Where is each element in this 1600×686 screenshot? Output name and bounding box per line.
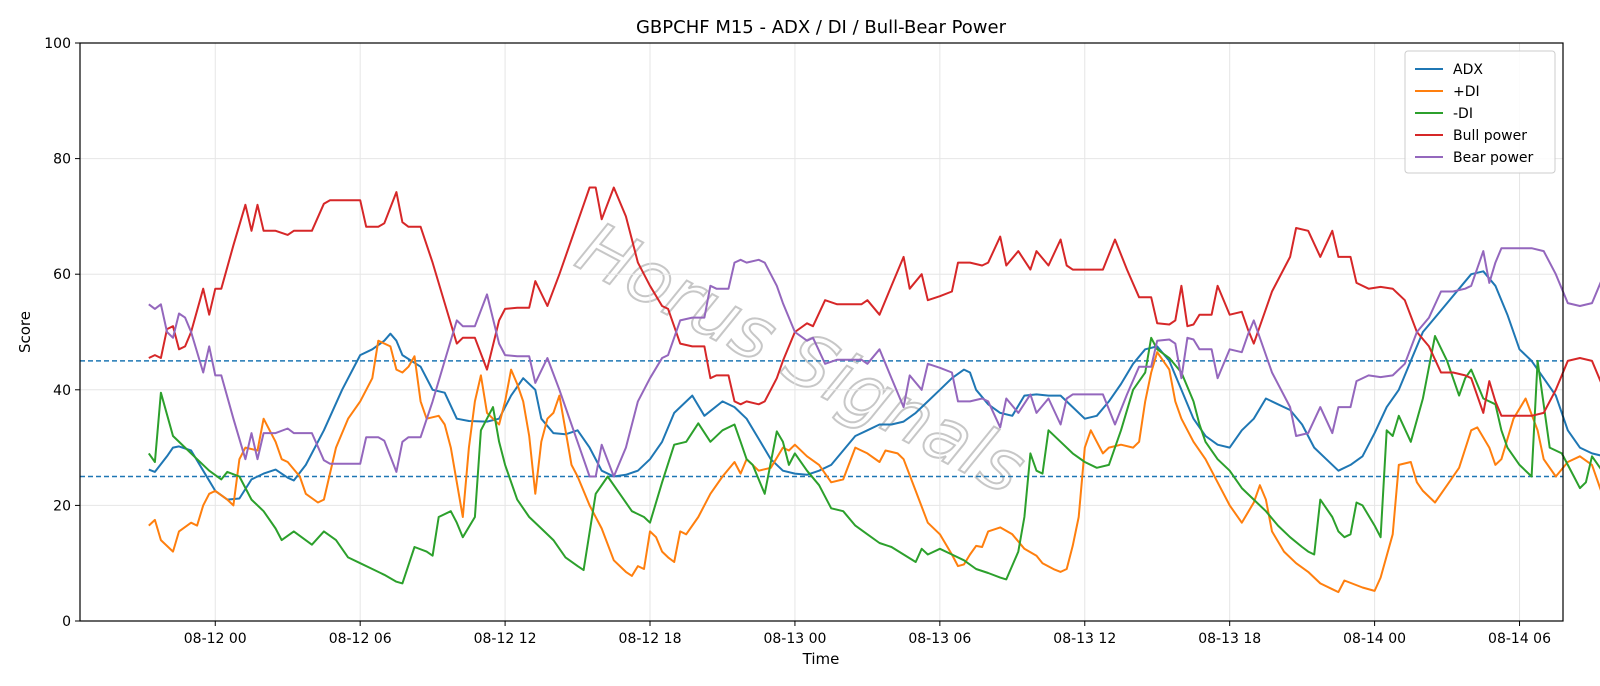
- x-tick-label: 08-12 12: [474, 631, 537, 647]
- x-tick-label: 08-14 00: [1343, 631, 1406, 647]
- x-tick-label: 08-13 12: [1053, 631, 1116, 647]
- series-lines: [147, 186, 1600, 594]
- x-tick-label: 08-12 18: [619, 631, 682, 647]
- y-axis-ticks: 0 20 40 60 80 100: [44, 36, 80, 630]
- series-line-di: [147, 335, 1600, 585]
- series-line-bear-power: [148, 247, 1600, 478]
- x-tick-label: 08-13 06: [908, 631, 971, 647]
- legend-label-bull-power: Bull power: [1453, 128, 1527, 144]
- reference-lines: [80, 360, 1563, 478]
- x-axis-ticks: 08-12 00 08-12 06 08-12 12 08-12 18 08-13 00…: [184, 621, 1551, 647]
- legend-label-di: +DI: [1453, 84, 1480, 100]
- y-axis-label: Score: [16, 311, 34, 353]
- chart-title: GBPCHF M15 - ADX / DI / Bull-Bear Power: [636, 17, 1007, 38]
- plot-frame: [79, 42, 1564, 622]
- y-tick-label: 0: [62, 614, 71, 630]
- x-axis-label: Time: [802, 650, 840, 668]
- legend: ADX +DI -DI Bull power Bear power: [1404, 50, 1556, 174]
- x-tick-label: 08-14 06: [1488, 631, 1551, 647]
- y-tick-label: 40: [53, 383, 71, 399]
- x-tick-label: 08-12 06: [329, 631, 392, 647]
- legend-label-di: -DI: [1453, 106, 1473, 122]
- legend-box: [1404, 50, 1556, 174]
- x-tick-label: 08-12 00: [184, 631, 247, 647]
- legend-label-adx: ADX: [1453, 62, 1483, 78]
- y-tick-label: 80: [53, 152, 71, 168]
- series-line-bull-power: [148, 186, 1600, 417]
- y-tick-label: 20: [53, 498, 71, 514]
- x-tick-label: 08-13 18: [1198, 631, 1261, 647]
- y-tick-label: 60: [53, 267, 71, 283]
- series-line-di: [148, 339, 1600, 594]
- x-tick-label: 08-13 00: [763, 631, 826, 647]
- legend-label-bear-power: Bear power: [1453, 150, 1534, 166]
- y-tick-label: 100: [44, 36, 71, 52]
